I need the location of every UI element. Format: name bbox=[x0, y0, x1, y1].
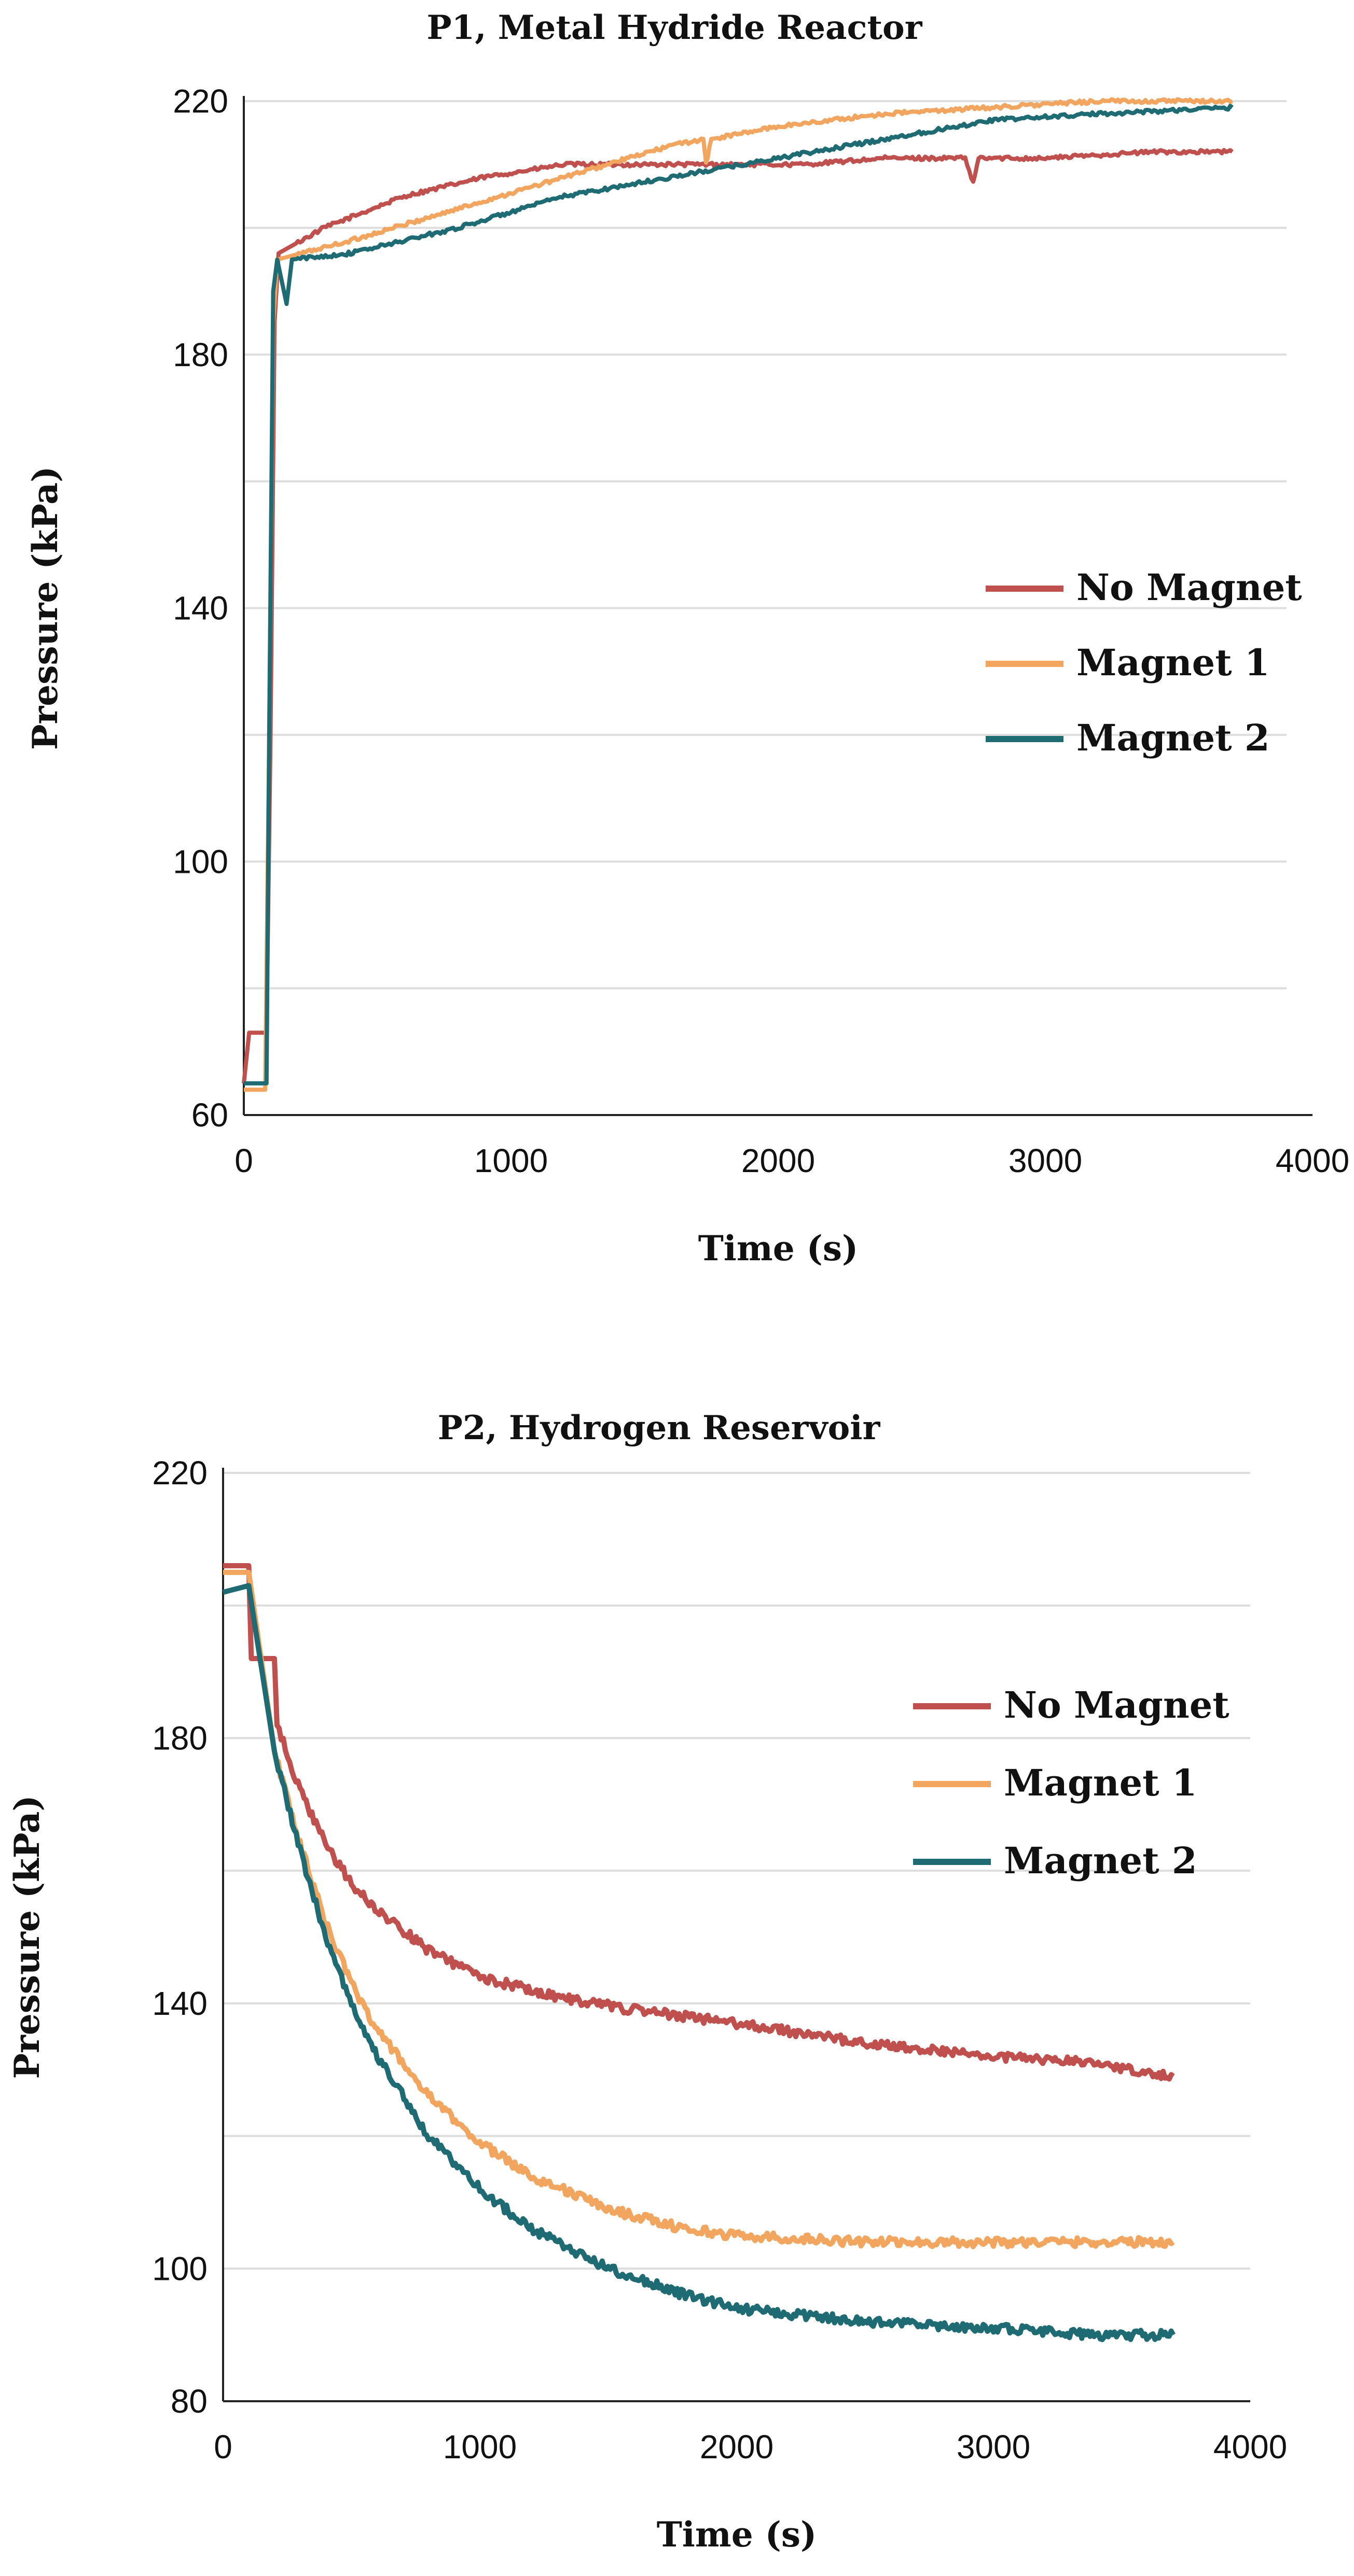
chart-title: P2, Hydrogen Reservoir bbox=[438, 1409, 881, 1447]
y-tick-label-220: 220 bbox=[152, 1454, 208, 1492]
x-tick-label-3000: 3000 bbox=[957, 2428, 1030, 2466]
x-tick-label-0: 0 bbox=[214, 2428, 232, 2466]
series-line-no-magnet bbox=[222, 1563, 1175, 2082]
x-tick-label-1000: 1000 bbox=[474, 1142, 548, 1179]
chart-title: P1, Metal Hydride Reactor bbox=[427, 8, 923, 47]
chart-p1-metal-hydride-reactor: P1, Metal Hydride Reactor 60 100 140 180 220 0… bbox=[25, 8, 1349, 1269]
x-tick-label-0: 0 bbox=[234, 1142, 253, 1179]
y-tick-label-100: 100 bbox=[152, 2250, 208, 2287]
x-tick-label-2000: 2000 bbox=[741, 1142, 815, 1179]
y-tick-label-140: 140 bbox=[173, 590, 228, 627]
series-line-no-magnet bbox=[242, 148, 1234, 1084]
y-axis-label: Pressure (kPa) bbox=[7, 1795, 47, 2079]
gridlines bbox=[223, 1472, 1250, 2270]
series-line-magnet-2 bbox=[222, 1583, 1176, 2342]
x-axis-label: Time (s) bbox=[657, 2514, 817, 2555]
y-tick-label-180: 180 bbox=[173, 336, 228, 373]
legend-label-magnet-1: Magnet 1 bbox=[1076, 641, 1270, 684]
legend: No Magnet Magnet 1 Magnet 2 bbox=[913, 1683, 1229, 1882]
chart-p2-hydrogen-reservoir: P2, Hydrogen Reservoir 80 100 140 180 220 0 100… bbox=[0, 1380, 1354, 2576]
series-group bbox=[242, 97, 1234, 1092]
legend-label-magnet-1: Magnet 1 bbox=[1004, 1761, 1197, 1804]
y-tick-label-180: 180 bbox=[152, 1719, 208, 1757]
series-line-magnet-2 bbox=[244, 104, 1234, 1085]
legend-label-magnet-2: Magnet 2 bbox=[1076, 716, 1270, 759]
x-tick-label-2000: 2000 bbox=[700, 2428, 773, 2466]
legend-label-magnet-2: Magnet 2 bbox=[1004, 1839, 1197, 1882]
y-tick-label-220: 220 bbox=[173, 82, 228, 120]
y-axis-label: Pressure (kPa) bbox=[25, 466, 65, 750]
x-tick-label-3000: 3000 bbox=[1008, 1142, 1082, 1179]
series-group bbox=[222, 1563, 1176, 2342]
y-tick-label-60: 60 bbox=[191, 1096, 228, 1134]
chart-p1-svg: P1, Metal Hydride Reactor 60 100 140 180 220 0… bbox=[25, 8, 1349, 1269]
x-tick-label-4000: 4000 bbox=[1213, 2428, 1287, 2466]
legend-label-no-magnet: No Magnet bbox=[1004, 1683, 1229, 1726]
x-axis-label: Time (s) bbox=[698, 1228, 859, 1269]
x-tick-label-1000: 1000 bbox=[443, 2428, 517, 2466]
y-tick-label-140: 140 bbox=[152, 1985, 208, 2022]
y-tick-label-100: 100 bbox=[173, 843, 228, 880]
legend-label-no-magnet: No Magnet bbox=[1076, 566, 1302, 609]
series-line-magnet-1 bbox=[222, 1569, 1175, 2249]
legend: No Magnet Magnet 1 Magnet 2 bbox=[986, 566, 1302, 759]
x-tick-label-4000: 4000 bbox=[1276, 1142, 1349, 1179]
chart-p2-svg: P2, Hydrogen Reservoir 80 100 140 180 220 0 100… bbox=[7, 1409, 1287, 2555]
gridlines bbox=[244, 100, 1287, 990]
y-tick-label-80: 80 bbox=[171, 2383, 208, 2420]
series-line-magnet-1 bbox=[244, 97, 1233, 1092]
